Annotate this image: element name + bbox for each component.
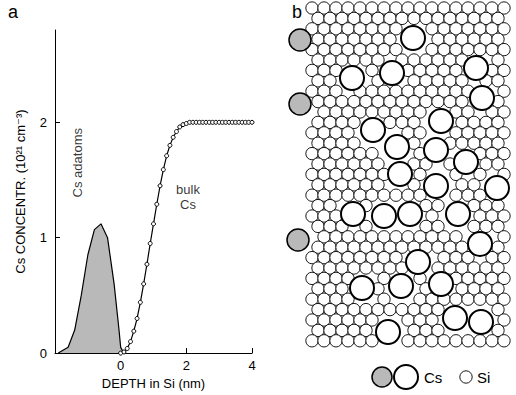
- svg-text:a: a: [8, 2, 19, 22]
- svg-text:4: 4: [248, 358, 255, 373]
- svg-text:Si: Si: [477, 369, 490, 386]
- svg-text:2: 2: [183, 358, 190, 373]
- svg-text:bulk: bulk: [176, 182, 200, 197]
- svg-text:1: 1: [40, 230, 47, 245]
- svg-text:Cs adatoms: Cs adatoms: [70, 128, 85, 198]
- svg-text:DEPTH in Si (nm): DEPTH in Si (nm): [102, 376, 205, 391]
- svg-text:0: 0: [117, 358, 124, 373]
- svg-text:b: b: [292, 2, 302, 22]
- svg-text:Cs: Cs: [180, 197, 196, 212]
- svg-text:0: 0: [40, 346, 47, 361]
- svg-text:Cs: Cs: [424, 369, 442, 386]
- svg-text:2: 2: [40, 115, 47, 130]
- svg-text:Cs CONCENTR. (10²¹ cm⁻³): Cs CONCENTR. (10²¹ cm⁻³): [13, 109, 28, 273]
